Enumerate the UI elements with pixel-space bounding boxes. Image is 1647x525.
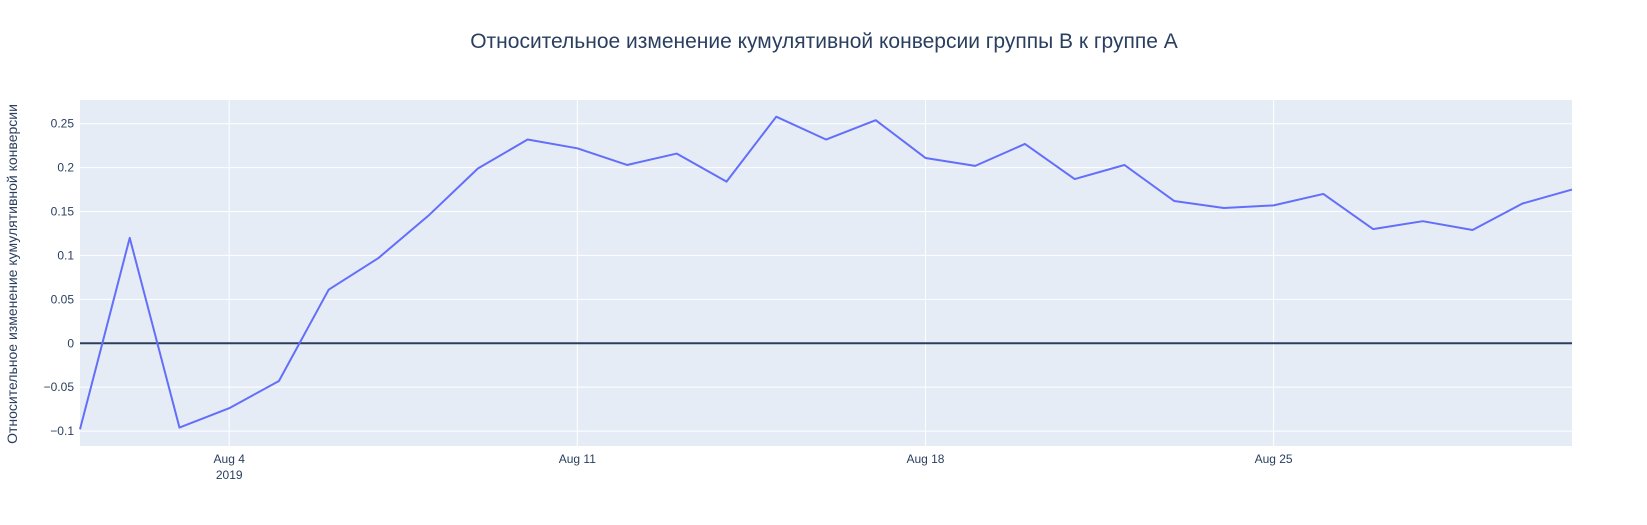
y-tick-label: 0.25 [51,117,75,131]
y-tick-label: 0.1 [57,248,74,262]
data-point[interactable] [127,235,133,241]
series-layer [77,114,1575,432]
y-tick-label: 0.05 [51,292,75,306]
data-point[interactable] [724,179,730,185]
y-tick-label: −0.1 [50,424,74,438]
data-point[interactable] [226,405,232,411]
data-point[interactable] [823,137,829,143]
data-point[interactable] [624,162,630,168]
data-point[interactable] [972,163,978,169]
data-point[interactable] [276,378,282,384]
x-tick-label: Aug 18 [906,452,944,466]
data-point[interactable] [1320,191,1326,197]
data-point[interactable] [1519,201,1525,207]
data-point[interactable] [1072,176,1078,182]
y-axis-ticks: −0.1 −0.05 0 0.05 0.1 0.15 0.2 0.25 [44,117,75,438]
y-tick-label: 0 [67,336,74,350]
data-point[interactable] [1370,226,1376,232]
data-point[interactable] [1470,227,1476,233]
data-point[interactable] [1271,202,1277,208]
series-line[interactable] [79,115,1573,430]
data-point[interactable] [574,145,580,151]
data-point[interactable] [176,425,182,431]
data-point[interactable] [425,213,431,219]
data-point[interactable] [1221,205,1227,211]
data-point[interactable] [1121,162,1127,168]
data-point[interactable] [873,117,879,123]
data-point[interactable] [475,165,481,171]
x-tick-sublabel: 2019 [216,468,243,482]
data-point[interactable] [326,287,332,293]
y-tick-label: −0.05 [44,380,75,394]
grid-lines [80,100,1572,446]
plot-area[interactable] [80,100,1572,446]
data-point[interactable] [1171,198,1177,204]
y-tick-label: 0.15 [51,205,75,219]
data-point[interactable] [77,426,83,432]
data-point[interactable] [525,137,531,143]
x-tick-label: Aug 4 [214,452,246,466]
x-tick-label: Aug 25 [1255,452,1293,466]
y-tick-label: 0.2 [57,161,74,175]
data-point[interactable] [1420,218,1426,224]
data-point[interactable] [773,114,779,120]
data-point[interactable] [375,255,381,261]
data-point[interactable] [1569,187,1575,193]
data-point[interactable] [922,155,928,161]
x-axis-ticks: Aug 4 2019 Aug 11 Aug 18 Aug 25 [214,452,1293,482]
y-axis-label: Относительное изменение кумулятивной кон… [4,104,20,444]
data-point[interactable] [1022,141,1028,147]
data-point[interactable] [674,151,680,157]
chart-title: Относительное изменение кумулятивной кон… [470,30,1178,53]
x-tick-label: Aug 11 [559,452,596,466]
